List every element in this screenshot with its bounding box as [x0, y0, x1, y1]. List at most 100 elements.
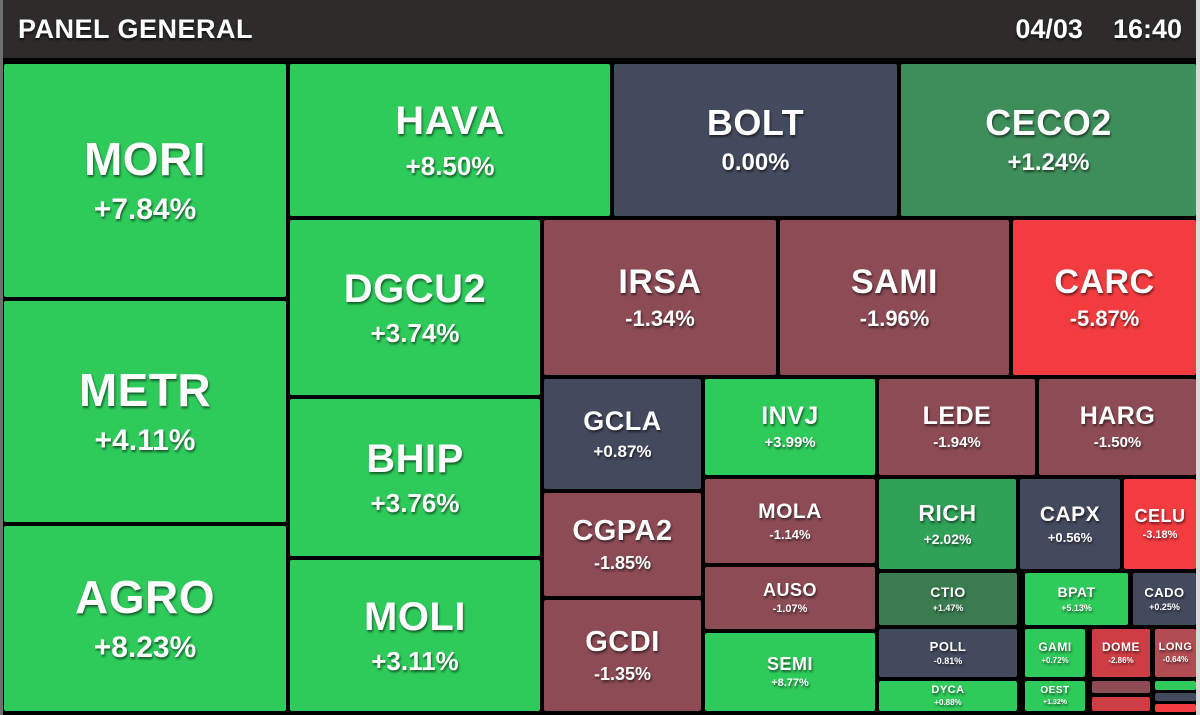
- tile-harg[interactable]: HARG -1.50%: [1039, 379, 1196, 475]
- ticker-change: +0.72%: [1041, 655, 1069, 665]
- tile-dyca[interactable]: DYCA +0.88%: [879, 681, 1017, 711]
- ticker-change: -1.34%: [625, 306, 695, 332]
- ticker-symbol: POLL: [929, 638, 967, 654]
- tile-bhip[interactable]: BHIP +3.76%: [290, 399, 540, 556]
- ticker-symbol: INVJ: [761, 401, 819, 430]
- ticker-change: -1.35%: [593, 664, 652, 685]
- ticker-change: +4.11%: [94, 424, 196, 458]
- ticker-change: +0.88%: [934, 698, 962, 708]
- tile-semi[interactable]: SEMI +8.77%: [705, 633, 875, 711]
- date-label: 04/03: [1015, 13, 1083, 44]
- tile-sami[interactable]: SAMI -1.96%: [780, 220, 1009, 375]
- ticker-symbol: HAVA: [395, 99, 505, 144]
- ticker-change: -1.14%: [769, 526, 811, 542]
- ticker-change: +1.32%: [1043, 699, 1067, 707]
- ticker-symbol: CAPX: [1039, 503, 1101, 527]
- tile-cado[interactable]: CADO +0.25%: [1133, 573, 1196, 625]
- tile-invj[interactable]: INVJ +3.99%: [705, 379, 875, 475]
- ticker-symbol: MORI: [83, 132, 207, 185]
- ticker-change: +5.13%: [1061, 602, 1092, 613]
- tile-sliver[interactable]: [1092, 697, 1150, 711]
- tile-mola[interactable]: MOLA -1.14%: [705, 479, 875, 563]
- ticker-symbol: CADO: [1144, 584, 1185, 600]
- ticker-change: +7.84%: [93, 193, 197, 227]
- ticker-symbol: MOLA: [758, 500, 822, 524]
- ticker-change: +8.23%: [93, 631, 197, 665]
- tile-sliver[interactable]: [1155, 681, 1196, 690]
- tile-sliver[interactable]: [1155, 704, 1196, 712]
- ticker-change: +3.99%: [764, 434, 816, 452]
- ticker-symbol: SAMI: [851, 262, 938, 301]
- tile-dome[interactable]: DOME -2.86%: [1092, 629, 1150, 677]
- ticker-symbol: SEMI: [766, 654, 813, 675]
- tile-gami[interactable]: GAMI +0.72%: [1025, 629, 1085, 677]
- ticker-symbol: BPAT: [1057, 584, 1096, 601]
- tile-poll[interactable]: POLL -0.81%: [879, 629, 1017, 677]
- ticker-symbol: CELU: [1134, 506, 1186, 527]
- ticker-change: +8.50%: [405, 150, 495, 181]
- ticker-symbol: CGPA2: [572, 514, 673, 547]
- tile-auso[interactable]: AUSO -1.07%: [705, 567, 875, 629]
- ticker-change: +1.24%: [1007, 149, 1090, 177]
- ticker-change: +3.11%: [371, 646, 459, 677]
- tile-celu[interactable]: CELU -3.18%: [1124, 479, 1196, 569]
- clock: 04/03 16:40: [1015, 14, 1182, 45]
- tile-dgcu2[interactable]: DGCU2 +3.74%: [290, 220, 540, 395]
- ticker-symbol: DGCU2: [343, 266, 487, 311]
- ticker-change: +0.56%: [1047, 529, 1093, 545]
- panel-title: PANEL GENERAL: [18, 13, 254, 44]
- ticker-change: -1.96%: [859, 306, 930, 332]
- ticker-symbol: MOLI: [364, 594, 466, 639]
- ticker-symbol: LONG: [1158, 640, 1193, 653]
- tile-moli[interactable]: MOLI +3.11%: [290, 560, 540, 711]
- ticker-change: +0.25%: [1149, 602, 1180, 613]
- ticker-symbol: METR: [78, 363, 212, 416]
- ticker-symbol: GAMI: [1038, 640, 1072, 655]
- ticker-symbol: DOME: [1102, 640, 1140, 655]
- ticker-change: +2.02%: [923, 530, 972, 547]
- ticker-symbol: GCDI: [585, 625, 660, 658]
- ticker-symbol: BOLT: [706, 101, 805, 143]
- tile-sliver[interactable]: [1155, 693, 1196, 701]
- tile-carc[interactable]: CARC -5.87%: [1013, 220, 1196, 375]
- tile-oest[interactable]: OEST +1.32%: [1025, 681, 1085, 711]
- ticker-symbol: CARC: [1054, 262, 1155, 301]
- ticker-change: -3.18%: [1142, 528, 1178, 541]
- tile-gcdi[interactable]: GCDI -1.35%: [544, 600, 701, 711]
- ticker-change: -1.94%: [933, 434, 981, 452]
- ticker-symbol: GCLA: [583, 406, 662, 437]
- tile-long[interactable]: LONG -0.64%: [1155, 629, 1196, 677]
- tile-metr[interactable]: METR +4.11%: [4, 301, 286, 522]
- tile-bolt[interactable]: BOLT 0.00%: [614, 64, 897, 216]
- ticker-change: +1.47%: [932, 602, 964, 613]
- tile-sliver[interactable]: [1092, 681, 1150, 693]
- ticker-symbol: AUSO: [762, 580, 817, 601]
- ticker-symbol: CECO2: [985, 101, 1112, 143]
- ticker-change: 0.00%: [721, 149, 790, 177]
- tile-rich[interactable]: RICH +2.02%: [879, 479, 1016, 569]
- tile-ceco2[interactable]: CECO2 +1.24%: [901, 64, 1196, 216]
- tile-ctio[interactable]: CTIO +1.47%: [879, 573, 1017, 625]
- ticker-symbol: LEDE: [922, 401, 992, 430]
- tile-capx[interactable]: CAPX +0.56%: [1020, 479, 1120, 569]
- tile-cgpa2[interactable]: CGPA2 -1.85%: [544, 493, 701, 596]
- tile-hava[interactable]: HAVA +8.50%: [290, 64, 610, 216]
- ticker-change: +3.76%: [370, 488, 460, 519]
- tile-gcla[interactable]: GCLA +0.87%: [544, 379, 701, 489]
- ticker-change: -5.87%: [1069, 306, 1140, 332]
- ticker-change: +3.74%: [370, 318, 460, 349]
- ticker-symbol: BHIP: [366, 436, 464, 481]
- tile-agro[interactable]: AGRO +8.23%: [4, 526, 286, 711]
- ticker-change: -1.07%: [772, 602, 808, 615]
- header-bar: PANEL GENERAL 04/03 16:40: [0, 0, 1200, 58]
- ticker-change: -0.64%: [1162, 655, 1189, 665]
- tile-mori[interactable]: MORI +7.84%: [4, 64, 286, 297]
- ticker-change: +0.87%: [593, 441, 652, 461]
- ticker-symbol: DYCA: [931, 683, 965, 696]
- tile-lede[interactable]: LEDE -1.94%: [879, 379, 1035, 475]
- ticker-symbol: IRSA: [618, 262, 702, 301]
- screen-left-edge: [0, 0, 3, 715]
- tile-irsa[interactable]: IRSA -1.34%: [544, 220, 776, 375]
- ticker-change: -1.85%: [593, 553, 652, 574]
- tile-bpat[interactable]: BPAT +5.13%: [1025, 573, 1128, 625]
